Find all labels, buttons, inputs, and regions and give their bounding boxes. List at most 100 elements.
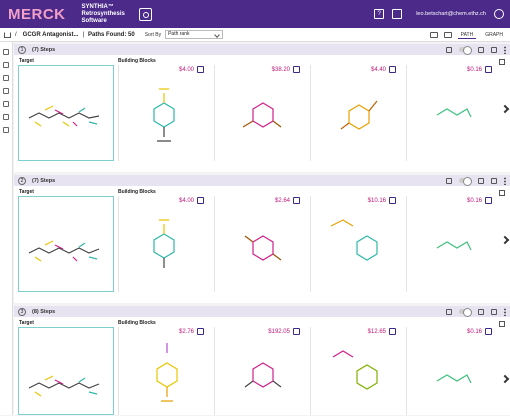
building-blocks-label: Building Blocks bbox=[118, 320, 156, 326]
monitor-icon[interactable] bbox=[3, 88, 9, 94]
notebook-icon[interactable] bbox=[392, 9, 403, 19]
breadcrumb-separator: / bbox=[15, 31, 17, 38]
building-block-card[interactable]: $192.05 bbox=[214, 327, 310, 415]
search-molecule-icon[interactable] bbox=[138, 7, 152, 21]
open-external-icon[interactable] bbox=[499, 190, 505, 196]
bb-structure-icon bbox=[330, 219, 378, 261]
add-to-cart-icon[interactable] bbox=[197, 197, 204, 204]
bb-structure-icon bbox=[244, 362, 282, 388]
sort-select[interactable]: Path rank bbox=[165, 30, 224, 39]
left-sidebar bbox=[0, 42, 13, 415]
home-icon[interactable] bbox=[4, 31, 11, 38]
route-card[interactable]: 3 (8) Steps Target Building Blocks $2.76 bbox=[14, 306, 510, 415]
route-steps: (7) Steps bbox=[32, 46, 56, 53]
results-toolbar: / GCGR Antagonist... | Paths Found: 50 S… bbox=[0, 28, 510, 42]
building-block-card[interactable]: $4.00 bbox=[118, 196, 214, 292]
star-icon[interactable] bbox=[478, 308, 484, 315]
tab-path[interactable]: PATH bbox=[457, 32, 477, 39]
route-header[interactable]: 2 (7) Steps bbox=[14, 175, 510, 186]
route-toggle[interactable] bbox=[459, 176, 472, 186]
document-icon[interactable] bbox=[3, 101, 9, 107]
add-to-cart-icon[interactable] bbox=[485, 197, 492, 204]
building-blocks-label: Building Blocks bbox=[118, 58, 156, 64]
building-block-card[interactable]: $0.16 bbox=[406, 65, 502, 161]
route-steps: (7) Steps bbox=[32, 177, 56, 184]
more-icon[interactable] bbox=[504, 45, 506, 54]
bb-structure-icon bbox=[244, 235, 282, 261]
target-molecule[interactable] bbox=[18, 196, 114, 292]
building-block-card[interactable]: $2.64 bbox=[214, 196, 310, 292]
star-icon[interactable] bbox=[478, 46, 484, 53]
route-number: 3 bbox=[18, 307, 26, 316]
more-icon[interactable] bbox=[504, 307, 506, 316]
flask-icon[interactable] bbox=[491, 177, 497, 184]
filter-toggle-icon[interactable] bbox=[443, 32, 452, 38]
route-toggle[interactable] bbox=[459, 307, 472, 317]
target-structure-icon bbox=[28, 375, 100, 397]
paths-found: Paths Found: 50 bbox=[88, 31, 135, 38]
tree-view-icon[interactable] bbox=[429, 32, 438, 38]
route-header[interactable]: 3 (8) Steps bbox=[14, 306, 510, 317]
open-external-icon[interactable] bbox=[499, 321, 505, 327]
add-to-cart-icon[interactable] bbox=[293, 66, 300, 73]
route-tree-icon[interactable] bbox=[446, 177, 452, 184]
user-avatar-icon[interactable] bbox=[494, 9, 504, 19]
sort-by-label: Sort By bbox=[144, 31, 162, 38]
routes-list: 1 (7) Steps Target Building Blocks $4.00 bbox=[13, 42, 510, 415]
bb-price: $0.16 bbox=[466, 198, 482, 204]
clipboard-icon[interactable] bbox=[3, 75, 9, 81]
app-logo[interactable]: MERCK bbox=[8, 5, 66, 23]
add-to-cart-icon[interactable] bbox=[197, 328, 204, 335]
breadcrumb-target[interactable]: GCGR Antagonist... bbox=[22, 31, 79, 38]
target-molecule[interactable] bbox=[18, 65, 114, 161]
bb-price: $0.16 bbox=[466, 67, 482, 73]
add-to-cart-icon[interactable] bbox=[293, 328, 300, 335]
bb-structure-icon bbox=[340, 100, 378, 130]
building-block-card[interactable]: $0.16 bbox=[406, 196, 502, 292]
settings-icon[interactable] bbox=[3, 127, 9, 133]
route-toggle[interactable] bbox=[459, 45, 472, 55]
target-molecule[interactable] bbox=[18, 327, 114, 415]
toolbar-divider: | bbox=[82, 31, 85, 38]
route-card[interactable]: 1 (7) Steps Target Building Blocks $4.00 bbox=[14, 44, 510, 172]
route-card[interactable]: 2 (7) Steps Target Building Blocks $4.00 bbox=[14, 175, 510, 303]
top-right-tools: ? leo.betschart@chem.ethz.ch bbox=[374, 0, 504, 28]
drag-handle-icon[interactable] bbox=[3, 49, 9, 55]
add-to-cart-icon[interactable] bbox=[293, 197, 300, 204]
building-block-card[interactable]: $12.65 bbox=[310, 327, 406, 415]
building-block-card[interactable]: $0.16 bbox=[406, 327, 502, 415]
bb-structure-icon bbox=[153, 88, 175, 142]
add-to-cart-icon[interactable] bbox=[389, 328, 396, 335]
add-to-cart-icon[interactable] bbox=[389, 197, 396, 204]
flask-icon[interactable] bbox=[491, 308, 497, 315]
target-label: Target bbox=[19, 58, 34, 64]
route-tree-icon[interactable] bbox=[446, 46, 452, 53]
bb-price: $4.00 bbox=[178, 198, 194, 204]
bb-structure-icon bbox=[242, 102, 282, 128]
view-tools: PATH GRAPH bbox=[429, 28, 506, 42]
bb-price: $2.64 bbox=[274, 198, 290, 204]
add-to-cart-icon[interactable] bbox=[197, 66, 204, 73]
route-tree-icon[interactable] bbox=[446, 308, 452, 315]
add-to-cart-icon[interactable] bbox=[485, 66, 492, 73]
star-icon[interactable] bbox=[478, 177, 484, 184]
more-icon[interactable] bbox=[504, 176, 506, 185]
brand-text: SYNTHIA™ Retrosynthesis Software bbox=[81, 3, 125, 24]
list-icon[interactable] bbox=[3, 114, 9, 120]
tab-graph[interactable]: GRAPH bbox=[485, 32, 503, 38]
add-to-cart-icon[interactable] bbox=[389, 66, 396, 73]
open-external-icon[interactable] bbox=[499, 59, 505, 65]
filter-icon[interactable] bbox=[3, 62, 9, 68]
bb-structure-icon bbox=[153, 219, 175, 268]
bb-price: $38.20 bbox=[271, 67, 290, 73]
help-icon[interactable]: ? bbox=[374, 9, 385, 19]
building-block-card[interactable]: $10.16 bbox=[310, 196, 406, 292]
building-block-card[interactable]: $4.40 bbox=[310, 65, 406, 161]
user-email[interactable]: leo.betschart@chem.ethz.ch bbox=[416, 11, 486, 17]
building-block-card[interactable]: $2.76 bbox=[118, 327, 214, 415]
building-block-card[interactable]: $4.00 bbox=[118, 65, 214, 161]
add-to-cart-icon[interactable] bbox=[485, 328, 492, 335]
route-header[interactable]: 1 (7) Steps bbox=[14, 44, 510, 55]
flask-icon[interactable] bbox=[491, 46, 497, 53]
building-block-card[interactable]: $38.20 bbox=[214, 65, 310, 161]
